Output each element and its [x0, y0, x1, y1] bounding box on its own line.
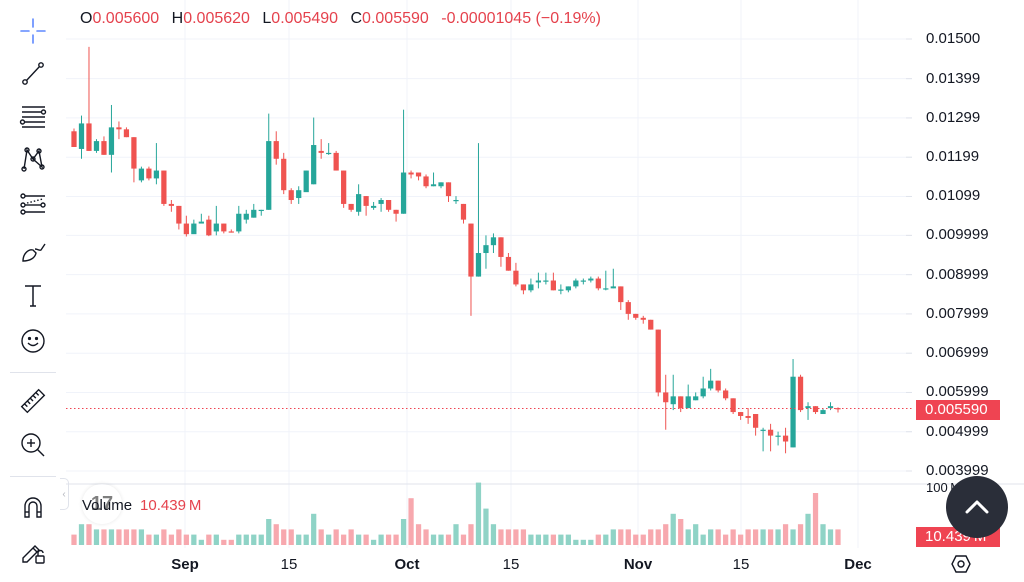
- time-axis-label: Nov: [623, 556, 653, 573]
- zoom-in-icon[interactable]: [14, 426, 52, 464]
- time-axis-label: Oct: [394, 556, 420, 573]
- gear-icon: [951, 555, 971, 573]
- lock-drawings-icon[interactable]: [14, 532, 52, 570]
- trend-line-icon[interactable]: [14, 54, 52, 92]
- crosshair-icon[interactable]: [14, 12, 52, 50]
- price-axis-label: 0.004999: [926, 422, 989, 440]
- price-axis-label: 0.006999: [926, 344, 989, 362]
- price-axis-label: 0.01500: [926, 30, 981, 47]
- brush-icon[interactable]: [14, 232, 52, 270]
- chevron-left-icon: ‹: [62, 488, 66, 500]
- toolbar-divider: [10, 476, 56, 477]
- open-value: 0.005600: [92, 10, 160, 27]
- current-price-badge: 0.005590: [916, 400, 1000, 420]
- close-value: 0.005590: [362, 10, 429, 27]
- magnet-icon[interactable]: [14, 488, 52, 526]
- price-axis-label: 0.009999: [926, 226, 989, 244]
- emoji-icon[interactable]: [14, 322, 52, 360]
- ruler-icon[interactable]: [14, 382, 52, 420]
- high-label: H: [171, 10, 184, 27]
- low-value: 0.005490: [271, 10, 339, 27]
- price-axis-label: 0.01199: [926, 148, 980, 166]
- open-label: O: [80, 10, 93, 27]
- price-axis-label: 0.005999: [926, 383, 989, 401]
- settings-button[interactable]: [951, 554, 971, 574]
- time-axis-label: Sep: [171, 556, 199, 573]
- text-icon[interactable]: [14, 276, 52, 314]
- change-value: -0.00001045 (−0.19%): [441, 10, 601, 27]
- price-axis-label: 0.01399: [926, 69, 981, 87]
- time-axis-label: 15: [502, 556, 520, 573]
- volume-label: Volume: [82, 497, 133, 514]
- time-axis-label: 15: [732, 556, 750, 573]
- time-axis-label: Dec: [844, 556, 872, 573]
- ohlc-legend: O0.005600 H0.005620 L0.005490 C0.005590 …: [80, 10, 609, 28]
- low-label: L: [262, 10, 272, 27]
- volume-legend: Volume 10.439 M: [82, 497, 201, 514]
- high-value: 0.005620: [183, 10, 250, 27]
- time-axis-label: 15: [280, 556, 298, 573]
- close-label: C: [350, 10, 363, 27]
- tradingview-logo[interactable]: 17: [82, 484, 122, 524]
- volume-value: 10.439 M: [140, 497, 202, 514]
- price-axis-label: 0.008999: [926, 265, 989, 283]
- collapse-toolbar-button[interactable]: ‹: [60, 478, 69, 510]
- price-axis-label: 0.003999: [926, 462, 989, 479]
- fib-retracement-icon[interactable]: [14, 97, 52, 135]
- price-axis-label: 0.007999: [926, 304, 989, 322]
- price-axis-label: 0.01299: [926, 108, 981, 126]
- drawing-toolbar: ‹: [0, 0, 69, 582]
- prediction-icon[interactable]: [14, 186, 52, 224]
- chevron-up-icon: [965, 500, 989, 514]
- scroll-to-top-button[interactable]: [946, 476, 1008, 538]
- pattern-icon[interactable]: [14, 140, 52, 178]
- toolbar-divider: [10, 372, 56, 373]
- price-axis-label: 0.01099: [926, 187, 981, 205]
